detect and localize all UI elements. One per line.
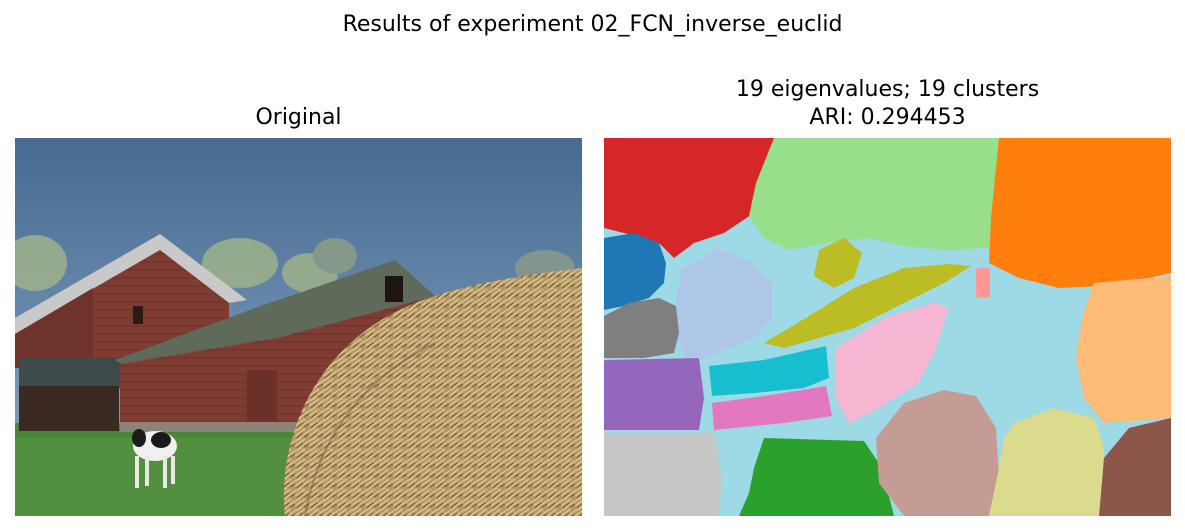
right-barn-roof xyxy=(115,260,435,366)
cluster-tan xyxy=(876,390,999,516)
segmentation-title-line2: ARI: 0.294453 xyxy=(809,105,966,130)
cluster-red xyxy=(604,138,774,258)
cluster-light-blue xyxy=(674,248,772,360)
cluster-light-green xyxy=(749,138,999,250)
hay-bale xyxy=(283,268,582,516)
cluster-purple xyxy=(604,358,704,430)
cluster-light-orange xyxy=(1076,276,1171,423)
figure-title: Results of experiment 02_FCN_inverse_euc… xyxy=(342,12,843,37)
cluster-gray xyxy=(604,298,679,358)
cluster-magenta xyxy=(712,386,832,430)
segmentation-drawing xyxy=(604,138,1171,516)
cluster-khaki xyxy=(989,408,1104,516)
cluster-blue xyxy=(604,233,666,310)
original-image xyxy=(15,138,582,516)
segmentation-image xyxy=(604,138,1171,516)
cluster-pink xyxy=(836,303,949,423)
shed-roof xyxy=(19,358,120,388)
cow xyxy=(132,429,177,488)
cluster-cyan xyxy=(709,346,829,396)
cluster-light-gray xyxy=(604,433,722,516)
cluster-green xyxy=(739,438,894,516)
segmentation-title-line1: 19 eigenvalues; 19 clusters xyxy=(735,77,1040,102)
left-barn-roof xyxy=(15,234,247,334)
original-image-title: Original xyxy=(255,105,342,130)
original-photo-drawing xyxy=(15,138,582,516)
cluster-salmon xyxy=(976,268,990,298)
cluster-olive xyxy=(764,264,971,348)
cluster-orange xyxy=(989,138,1171,288)
cluster-brown xyxy=(1099,418,1171,516)
segmentation-title: 19 eigenvalues; 19 clusters ARI: 0.29445… xyxy=(604,76,1171,132)
